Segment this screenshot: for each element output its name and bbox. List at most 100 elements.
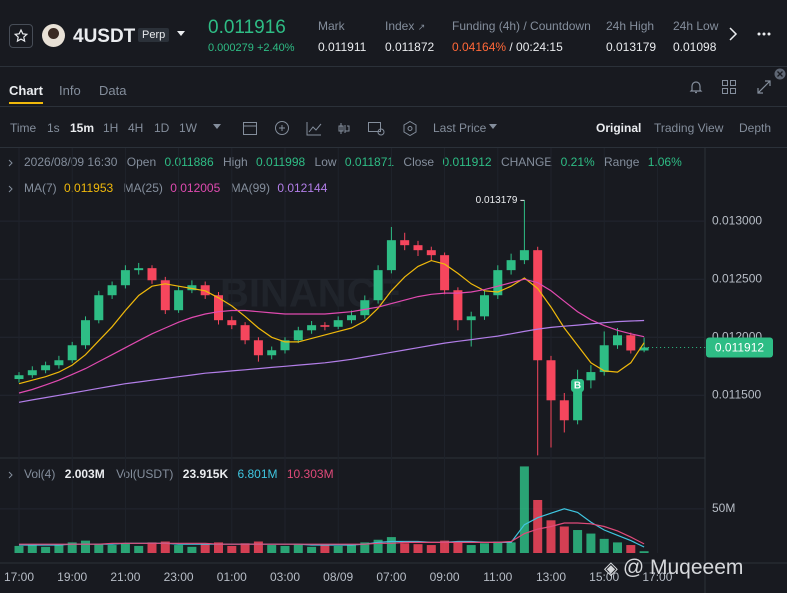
more-menu[interactable] [756, 27, 772, 41]
close-icon[interactable] [774, 68, 786, 80]
legend-toggle[interactable] [8, 159, 13, 167]
volume-bar [613, 542, 622, 553]
last-price-tag [706, 337, 773, 358]
y-tick-label: 0.012500 [712, 271, 762, 285]
candle-body [67, 345, 77, 361]
volume-bar [519, 466, 529, 553]
interval-active[interactable]: 15m [70, 121, 95, 135]
stat-label: 24h High [606, 19, 655, 33]
header: 4USDT Perp 0.011916 0.000279 +2.40% Mark… [0, 0, 787, 67]
volume-bar [280, 545, 290, 553]
funding-rate: 0.04164% [452, 40, 507, 54]
stat-label: 24h Low [673, 19, 719, 33]
candle-body [613, 335, 622, 346]
legend-toggle[interactable] [8, 471, 13, 479]
stat-value: 0.011911 [318, 40, 367, 54]
stat-value: 0.013179 [606, 40, 657, 54]
view-active[interactable]: Original [596, 121, 642, 135]
volume-bar [54, 545, 64, 553]
ma-value: 0.012144 [277, 181, 327, 195]
candle-body [120, 270, 130, 286]
volume-bar [440, 540, 450, 553]
x-tick-label: 01:00 [217, 570, 247, 584]
candle-body [240, 325, 250, 341]
volume-bar [293, 544, 303, 553]
countdown: / 00:24:15 [509, 40, 563, 54]
volume-legend: Vol(4) 2.003M Vol(USDT) 23.915K 6.801M 1… [24, 467, 334, 481]
interval[interactable]: 1H [103, 121, 119, 135]
volume-bar [413, 544, 423, 553]
candle-body [519, 250, 529, 261]
price-change: 0.000279 +2.40% [208, 42, 295, 54]
tab[interactable]: Data [99, 83, 127, 98]
candle-body [147, 268, 157, 281]
stat-label[interactable]: Index ↗ [385, 19, 425, 33]
x-tick-label: 07:00 [376, 570, 406, 584]
view[interactable]: Trading View [654, 121, 724, 135]
volume-bar [214, 542, 223, 553]
candle-body [599, 345, 609, 373]
candle-body [347, 315, 356, 321]
tool-icons[interactable] [242, 120, 442, 136]
trade-marker-badge [571, 379, 584, 392]
volume-bar [307, 546, 317, 553]
x-tick-label: 17:00 [642, 570, 672, 584]
candle-body [533, 250, 543, 361]
legend-toggle[interactable] [8, 185, 13, 193]
vol-value: 2.003M [65, 467, 105, 481]
expand-icon[interactable] [756, 79, 772, 95]
alert-icon[interactable] [688, 79, 704, 95]
last-price-label: 0.011912 [715, 341, 764, 355]
symbol-dropdown[interactable] [176, 30, 186, 38]
volume-bar [480, 543, 489, 553]
tab-underline [9, 102, 43, 104]
candle-body [440, 255, 450, 291]
stat-label: Mark [318, 19, 345, 33]
candle-body [373, 270, 383, 301]
scroll-right[interactable] [727, 27, 739, 41]
tab-active[interactable]: Chart [9, 83, 43, 98]
interval-dropdown[interactable] [212, 121, 222, 133]
tab[interactable]: Info [59, 83, 81, 98]
ma-value: 0.011953 [64, 181, 113, 195]
candle-body [480, 295, 489, 317]
volume-bar [14, 545, 24, 553]
interval[interactable]: 1s [47, 121, 60, 135]
vol-ma-value: 10.303M [287, 467, 334, 481]
high-marker: 0.013179 [476, 195, 518, 206]
stat-label: Funding (4h) / Countdown [452, 19, 591, 33]
volume-bar [573, 530, 583, 553]
layout-icon[interactable] [721, 79, 737, 95]
watermark-logo: ◈ [604, 558, 623, 578]
view[interactable]: Depth [739, 121, 772, 135]
legend-label: CHANGE [501, 155, 552, 169]
interval[interactable]: 4H [128, 121, 144, 135]
legend-value: 0.21% [561, 155, 595, 169]
volume-bar [360, 542, 370, 553]
interval[interactable]: 1W [179, 121, 197, 135]
volume-bar [240, 543, 250, 553]
candle-body [14, 375, 24, 380]
candle-body [134, 268, 144, 271]
candle-body [333, 320, 343, 327]
trade-marker: B [574, 381, 581, 392]
price-type-dropdown[interactable] [488, 121, 498, 133]
favorite-button[interactable] [9, 24, 33, 48]
x-tick-label: 13:00 [536, 570, 566, 584]
change-abs: 0.000279 [208, 42, 254, 54]
symbol[interactable]: 4USDT [73, 26, 136, 47]
stat-value: 0.04164% / 00:24:15 [452, 40, 563, 54]
price-type[interactable]: Last Price [433, 121, 487, 135]
interval[interactable]: 1D [154, 121, 170, 135]
x-tick-label: 08/09 [323, 570, 353, 584]
volume-bar [586, 533, 596, 553]
legend-label: High [223, 155, 248, 169]
candle-body [400, 240, 410, 246]
volume-bar [200, 544, 210, 553]
x-tick-label: 15:00 [589, 570, 619, 584]
legend-label: Close [403, 155, 434, 169]
volume-bar [347, 544, 356, 553]
candle-body [559, 400, 569, 421]
volume-bar [107, 545, 117, 553]
candle-body [493, 270, 503, 296]
